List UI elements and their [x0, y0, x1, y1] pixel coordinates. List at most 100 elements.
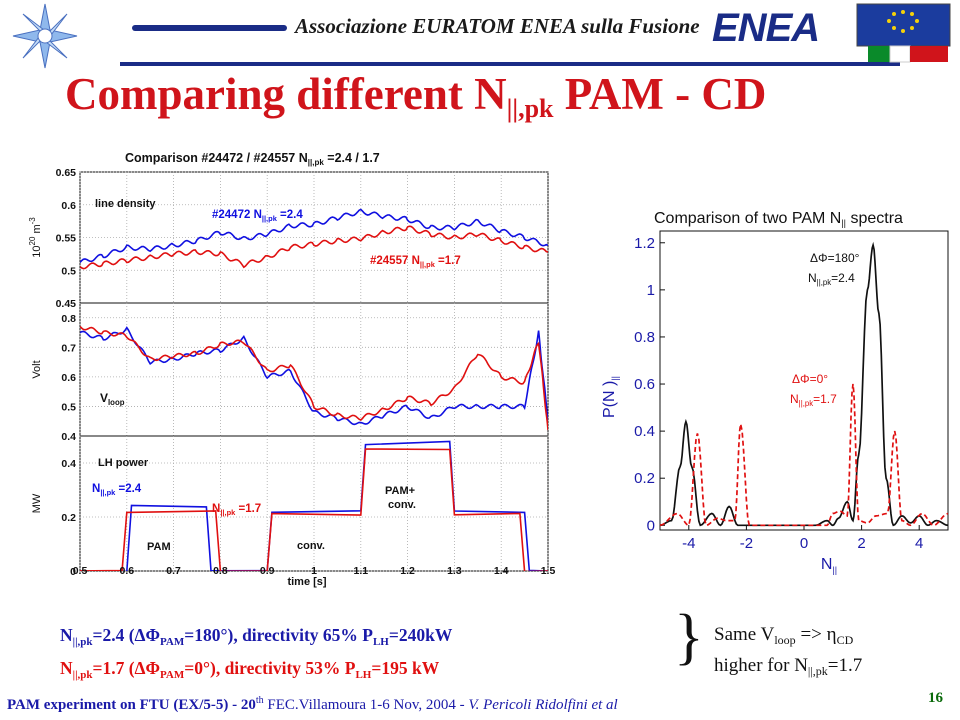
annotation-24557-sub: ||,pk: [420, 260, 436, 269]
annotation-npk-24-sub: ||,pk: [817, 278, 832, 287]
y-tick-label: 0.65: [56, 167, 77, 179]
y-tick-label: 0.6: [61, 372, 76, 384]
page-number: 16: [928, 690, 943, 706]
panel-label-lh-power: LH power: [98, 457, 149, 469]
header-org-text: Associazione EURATOM ENEA sulla Fusione: [295, 14, 700, 38]
annotation-24557-part: #24557 N: [370, 255, 420, 267]
x-tick-label: 1.5: [541, 565, 556, 577]
annotation-24557: #24557 N||,pk =1.7: [370, 255, 461, 269]
panel-label-vloop-part: V: [100, 391, 108, 405]
conclusion-line-2: higher for N||,pk=1.7: [714, 655, 863, 678]
annotation-npk-24-rest: =2.4: [831, 271, 855, 285]
eu-flag-icon: [856, 3, 951, 47]
annotation-npk-17: N||,pk=1.7: [790, 392, 837, 408]
annotation-npk-17-sub: ||,pk: [799, 399, 814, 408]
y-tick-label: 0.4: [634, 423, 655, 440]
star-logo: [12, 3, 78, 69]
x-tick-label: 1: [311, 565, 317, 577]
x-tick-label: -2: [740, 535, 753, 552]
y-tick-label: 0.6: [61, 200, 76, 212]
annotation-conv-2: conv.: [388, 499, 416, 511]
annotation-24472: #24472 N||,pk =2.4: [212, 209, 303, 223]
y-tick-label: 0: [70, 566, 76, 578]
annotation-n17: N||,pk =1.7: [212, 503, 261, 517]
header-bar-bottom: [120, 62, 900, 66]
y-tick-label: 0.2: [634, 470, 655, 487]
x-tick-label: 0.6: [119, 565, 134, 577]
annotation-pam: PAM: [147, 541, 171, 553]
x-tick-label: 0.5: [73, 565, 88, 577]
spectrum-line: [659, 241, 949, 527]
plot-frame: [659, 230, 949, 531]
footer: PAM experiment on FTU (EX/5-5) - 20th FE…: [7, 695, 618, 713]
x-tick-label: 1.2: [400, 565, 415, 577]
summary-line-pam0: N||,pk=1.7 (ΔΦPAM=0°), directivity 53% P…: [60, 658, 440, 681]
slide-title: Comparing different N||,pk PAM - CD: [65, 69, 767, 123]
y-tick-label: 0.7: [61, 342, 76, 354]
annotation-npk-17-part: N: [790, 392, 799, 406]
spectra-chart: Comparison of two PAM N|| spectra -4 -2 0 2…: [601, 210, 949, 575]
series-line: [80, 325, 548, 431]
y-tick-label: 0.45: [56, 298, 77, 310]
conclusion-note: Same Vloop => ηCD higher for N||,pk=1.7: [714, 622, 862, 684]
panel-label-line-density: line density: [95, 198, 156, 210]
y-tick-label: 0.5: [61, 265, 76, 277]
series-line: [80, 326, 548, 426]
annotation-24472-rest: =2.4: [277, 209, 304, 221]
header-bar-left: [132, 25, 287, 31]
annotation-n17-part: N: [212, 503, 220, 515]
annotation-n24: N||,pk =2.4: [92, 483, 142, 497]
summary-statements: N||,pk=2.4 (ΔΦPAM=180°), directivity 65%…: [60, 622, 452, 688]
curly-brace: }: [674, 603, 704, 671]
series-line: [80, 208, 548, 263]
x-tick-label: 1.1: [353, 565, 368, 577]
right-chart-xlabel: N||: [821, 556, 837, 575]
y-axis-label-sup: 20: [28, 236, 37, 245]
annotation-n17-sub: ||,pk: [220, 508, 236, 517]
series-line: [80, 225, 548, 270]
x-tick-label: 0.9: [260, 565, 275, 577]
panel-frame: [79, 435, 549, 572]
x-tick-label: 2: [857, 535, 865, 552]
annotation-n24-rest: =2.4: [115, 483, 142, 495]
y-tick-label: 0.8: [634, 329, 655, 346]
right-chart-title: Comparison of two PAM N|| spectra: [654, 210, 903, 228]
italian-flag-icon: [868, 45, 948, 63]
x-tick-label: 1.4: [494, 565, 509, 577]
y-tick-label: 0: [647, 517, 655, 534]
annotation-24472-sub: ||,pk: [262, 214, 278, 223]
y-tick-label: 0.4: [61, 458, 76, 470]
y-axis-label-sup: -3: [28, 217, 37, 225]
header-graphics: [12, 3, 951, 69]
left-chart-xlabel: time [s]: [287, 576, 326, 588]
annotation-n24-part: N: [92, 483, 100, 495]
left-chart-title: Comparison #24472 / #24557 N||,pk =2.4 /…: [125, 151, 380, 167]
y-axis-label: Volt: [31, 360, 43, 378]
time-traces-chart: Comparison #24472 / #24557 N||,pk =2.4 /…: [28, 151, 556, 588]
panel-label-vloop: Vloop: [100, 391, 125, 407]
y-axis-label: 1020 m-3: [28, 217, 43, 258]
x-tick-label: -4: [682, 535, 695, 552]
summary-line-pam180: N||,pk=2.4 (ΔΦPAM=180°), directivity 65%…: [60, 625, 453, 648]
x-tick-label: 1.3: [447, 565, 462, 577]
y-tick-label: 0.55: [56, 233, 77, 245]
annotation-npk-17-rest: =1.7: [813, 392, 837, 406]
annotation-n24-sub: ||,pk: [100, 488, 116, 497]
series-line: [80, 440, 548, 571]
annotation-dphi-0: ΔΦ=0°: [792, 372, 828, 386]
conclusion-line-1: Same Vloop => ηCD: [714, 624, 854, 647]
x-tick-label: 4: [915, 535, 923, 552]
annotation-dphi-180: ΔΦ=180°: [810, 251, 860, 265]
annotation-24557-rest: =1.7: [435, 255, 461, 267]
spectrum-line: [659, 383, 949, 527]
annotation-npk-24-part: N: [808, 271, 817, 285]
annotation-n17-rest: =1.7: [235, 503, 261, 515]
annotation-npk-24: N||,pk=2.4: [808, 271, 855, 287]
panel-label-vloop-sub: loop: [108, 398, 125, 407]
y-tick-label: 0.8: [61, 313, 76, 325]
y-tick-label: 1.2: [634, 235, 655, 252]
y-tick-label: 0.6: [634, 376, 655, 393]
y-tick-label: 0.4: [61, 431, 76, 443]
annotation-24472-part: #24472 N: [212, 209, 262, 221]
